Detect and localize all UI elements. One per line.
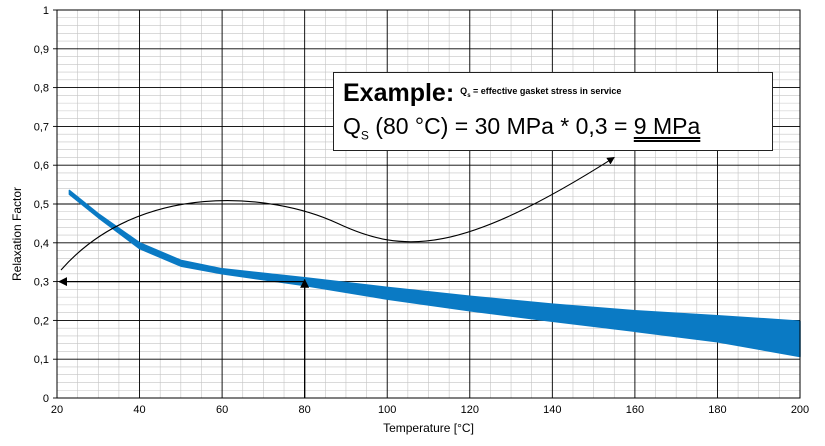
example-formula: QS (80 °C) = 30 MPa * 0,3 = 9 MPa	[343, 113, 700, 143]
note-symbol-subscript: s	[467, 92, 471, 99]
y-tick-label: 0	[43, 393, 49, 405]
example-heading-line: Example: Qs = effective gasket stress in …	[343, 79, 621, 108]
x-tick-label: 140	[543, 404, 561, 416]
plot-frame	[56, 9, 801, 399]
annotation-layer	[58, 156, 615, 398]
x-tick-label: 180	[708, 404, 726, 416]
y-tick-label: 0,2	[34, 315, 49, 327]
x-tick-label: 60	[216, 404, 228, 416]
relaxation-band	[68, 189, 801, 358]
x-axis-title: Temperature [°C]	[383, 421, 474, 435]
y-tick-labels: 0 0,1 0,2 0,3 0,4 0,5 0,6 0,7 0,8 0,9 1	[34, 5, 49, 405]
x-tick-label: 200	[791, 404, 809, 416]
example-callout: Example: Qs = effective gasket stress in …	[333, 72, 773, 151]
formula-symbol: Q	[343, 113, 361, 139]
x-tick-label: 20	[51, 404, 63, 416]
note-symbol: Q	[460, 86, 468, 96]
y-tick-label: 0,6	[34, 160, 49, 172]
y-tick-label: 1	[43, 5, 49, 17]
y-axis-title: Relaxation Factor	[10, 187, 24, 281]
example-note: Qs = effective gasket stress in service	[460, 86, 622, 99]
curved-callout-arrow	[60, 156, 615, 271]
x-tick-labels: 20 40 60 80 100 120 140 160 180 200	[51, 404, 809, 416]
y-tick-label: 0,7	[34, 121, 49, 133]
x-tick-label: 80	[299, 404, 311, 416]
y-tick-label: 0,3	[34, 277, 49, 289]
x-tick-label: 100	[378, 404, 396, 416]
formula-symbol-subscript: S	[360, 128, 369, 143]
x-tick-label: 160	[626, 404, 644, 416]
y-tick-label: 0,8	[34, 83, 49, 95]
example-heading: Example:	[343, 79, 455, 107]
y-tick-label: 0,1	[34, 354, 49, 366]
y-tick-label: 0,5	[34, 199, 49, 211]
relaxation-band-layer	[68, 189, 801, 358]
formula-result: 9 MPa	[633, 113, 701, 139]
note-text: = effective gasket stress in service	[473, 86, 622, 96]
x-tick-label: 120	[461, 404, 479, 416]
x-tick-label: 40	[133, 404, 145, 416]
y-tick-label: 0,4	[34, 238, 49, 250]
formula-text: (80 °C) = 30 MPa * 0,3 =	[368, 113, 634, 139]
major-grid	[53, 9, 801, 399]
y-tick-label: 0,9	[34, 44, 49, 56]
